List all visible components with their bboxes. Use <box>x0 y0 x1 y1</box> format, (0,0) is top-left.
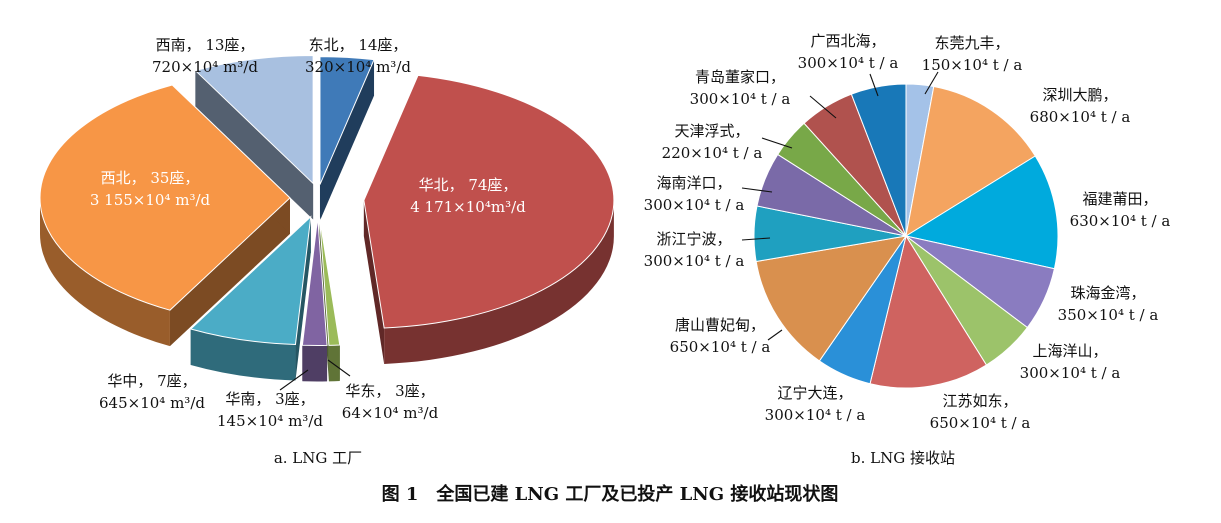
terminal-label-capacity: 680×10⁴ t / a <box>1030 108 1131 126</box>
slice-top <box>39 84 291 311</box>
subtitle-a: a. LNG 工厂 <box>274 449 362 467</box>
label-leader <box>279 369 309 391</box>
terminal-label-name: 海南洋口， <box>656 174 731 192</box>
plant-slice-东北 <box>319 56 375 221</box>
terminal-label-name: 浙江宁波， <box>656 230 731 248</box>
label-leader <box>761 137 793 149</box>
terminal-label-capacity: 300×10⁴ t / a <box>798 54 899 72</box>
terminal-label-capacity: 300×10⁴ t / a <box>644 252 745 270</box>
lng-terminals-labels: 东莞九丰， 150×10⁴ t / a 深圳大鹏， 680×10⁴ t / a 福建莆田… <box>644 32 1171 432</box>
terminal-label-name: 珠海金湾， <box>1070 284 1145 302</box>
figure-caption: 图 1 全国已建 LNG 工厂及已投产 LNG 接收站现状图 <box>382 483 839 505</box>
slice-top <box>363 74 615 329</box>
label-leader <box>924 71 939 95</box>
plant-label-capacity: 645×10⁴ m³/d <box>99 394 205 412</box>
plant-label-capacity: 3 155×10⁴ m³/d <box>90 191 211 209</box>
terminal-slice-深圳大鹏 <box>905 85 1036 238</box>
plant-label-capacity: 4 171×10⁴m³/d <box>410 198 526 216</box>
label-leader <box>869 73 879 97</box>
slice-wall <box>384 200 614 364</box>
terminal-label-name: 上海洋山， <box>1032 342 1107 360</box>
slice-cut-face <box>295 216 311 381</box>
terminal-label-capacity: 650×10⁴ t / a <box>930 414 1031 432</box>
terminal-label-capacity: 300×10⁴ t / a <box>765 406 866 424</box>
plant-slice-西北 <box>39 84 291 347</box>
plant-label-region: 华北， 74座， <box>419 176 518 194</box>
slice-wall <box>328 345 340 382</box>
label-leader <box>741 187 773 193</box>
terminal-label-capacity: 300×10⁴ t / a <box>1020 364 1121 382</box>
lng-plants-labels: 东北， 14座， 320×10⁴ m³/d 华北， 74座， 4 171×10⁴m³/… <box>90 36 526 430</box>
terminal-label-name: 天津浮式， <box>674 122 749 140</box>
slice-cut-face <box>363 200 385 364</box>
plant-label-region: 西北， 35座， <box>101 169 200 187</box>
terminal-label-name: 青岛董家口， <box>695 68 785 86</box>
plant-label-region: 华南， 3座， <box>225 390 314 408</box>
terminal-slice-唐山曹妃甸 <box>755 235 908 362</box>
slice-cut-face <box>319 59 375 221</box>
slice-wall <box>40 197 170 347</box>
plant-label-region: 西南， 13座， <box>156 36 255 54</box>
slice-wall <box>302 345 328 382</box>
slice-cut-face <box>195 70 314 220</box>
terminal-label-capacity: 650×10⁴ t / a <box>670 338 771 356</box>
terminal-label-name: 深圳大鹏， <box>1042 86 1117 104</box>
terminal-label-capacity: 300×10⁴ t / a <box>690 90 791 108</box>
label-leader <box>327 359 351 377</box>
slice-top <box>301 217 328 346</box>
terminal-label-name: 广西北海， <box>810 32 885 50</box>
terminal-label-capacity: 220×10⁴ t / a <box>662 144 763 162</box>
terminal-slice-福建莆田 <box>904 155 1059 270</box>
label-leader <box>767 329 783 341</box>
terminal-label-capacity: 350×10⁴ t / a <box>1058 306 1159 324</box>
plant-label-region: 华东， 3座， <box>345 382 434 400</box>
terminal-label-name: 江苏如东， <box>942 392 1017 410</box>
slice-cut-face <box>169 197 291 347</box>
plant-label-region: 华中， 7座， <box>107 372 196 390</box>
slice-top <box>189 215 312 346</box>
label-leader <box>741 237 771 241</box>
slice-top <box>194 54 314 185</box>
plant-label-capacity: 145×10⁴ m³/d <box>217 412 323 430</box>
subtitle-b: b. LNG 接收站 <box>851 449 955 467</box>
plant-slice-华北 <box>363 74 615 364</box>
plant-label-capacity: 720×10⁴ m³/d <box>152 58 258 76</box>
terminal-label-name: 福建莆田， <box>1082 190 1157 208</box>
terminal-label-capacity: 300×10⁴ t / a <box>644 196 745 214</box>
plant-label-capacity: 320×10⁴ m³/d <box>305 58 411 76</box>
plant-label-region: 东北， 14座， <box>309 36 408 54</box>
terminal-label-capacity: 630×10⁴ t / a <box>1070 212 1171 230</box>
label-leader <box>809 95 837 119</box>
plant-slice-西南 <box>194 54 314 220</box>
plant-label-capacity: 64×10⁴ m³/d <box>342 404 439 422</box>
slice-top <box>319 56 375 185</box>
terminal-label-name: 唐山曹妃甸， <box>675 316 765 334</box>
plant-slice-华南 <box>301 217 328 382</box>
terminal-label-capacity: 150×10⁴ t / a <box>922 56 1023 74</box>
terminal-label-name: 东莞九丰， <box>934 34 1009 52</box>
lng-terminals-pie <box>753 83 1059 389</box>
slice-top <box>319 217 341 346</box>
slice-wall <box>190 329 296 381</box>
lng-plants-pie <box>39 54 615 382</box>
terminal-slice-广西北海 <box>850 83 907 237</box>
plant-slice-华中 <box>189 215 312 381</box>
terminal-label-name: 辽宁大连， <box>777 384 852 402</box>
terminal-slice-江苏如东 <box>869 234 988 389</box>
